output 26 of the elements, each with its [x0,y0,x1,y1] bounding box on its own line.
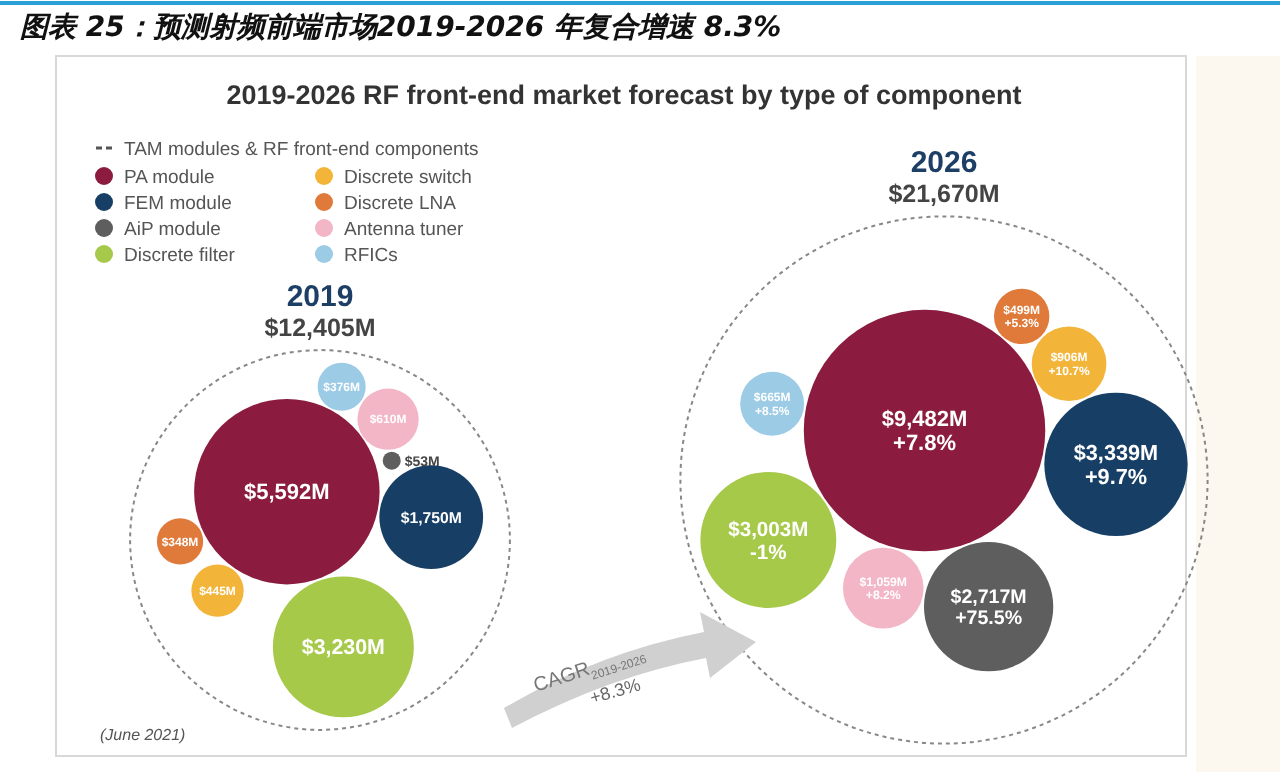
legend-label: Discrete LNA [344,193,458,215]
data-label: $3,230M [301,636,386,661]
text: (June 2021) [100,726,187,744]
text: 2019-2026 RF front-end market forecast by type of component [226,80,1023,110]
text: +9.7% [1084,465,1148,490]
text: 图表 25：预测射频前端市场2019-2026 年复合增速 8.3% [20,10,782,44]
legend-label: Discrete switch [344,167,472,189]
data-label: $3,003M [728,519,809,542]
text: +7.8% [893,432,957,457]
legend-title: TAM modules & RF front-end components [124,139,479,161]
legend-label: RFICs [344,245,399,267]
data-label: $9,482M [881,408,968,433]
text: +75.5% [955,608,1023,631]
legend-label: FEM module [124,193,232,215]
text: $21,670M [888,180,1000,209]
data-label: $3,339M [1073,442,1159,467]
data-label: $2,717M [950,586,1027,609]
data-label: $5,592M [244,481,330,506]
legend-label: PA module [124,167,215,189]
category-label: 2026 [910,146,978,181]
text: $12,405M [264,314,376,343]
legend-label: Antenna tuner [344,219,464,241]
text: -1% [750,542,787,565]
legend-label: AiP module [124,219,221,241]
category-label: 2019 [286,280,354,315]
legend-label: Discrete filter [124,245,235,267]
